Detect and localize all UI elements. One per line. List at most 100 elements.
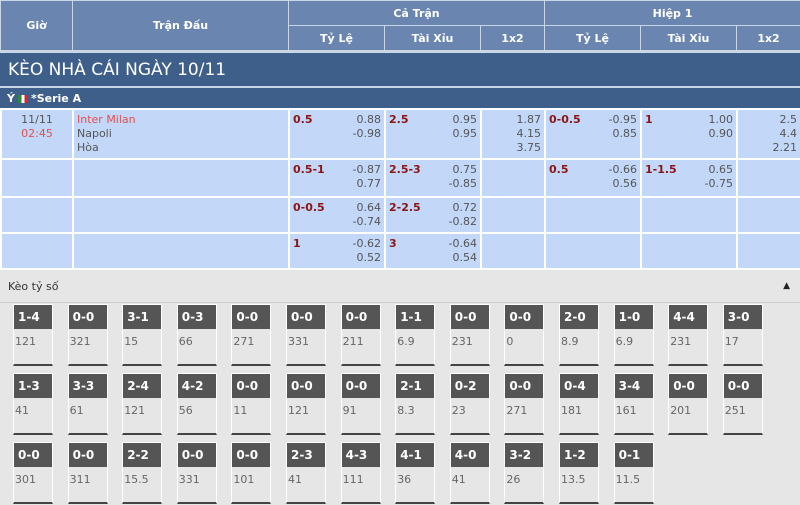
score-tile[interactable]: 0-0 0 — [504, 304, 545, 366]
score-tile[interactable]: 4-1 36 — [395, 442, 436, 504]
league-row[interactable]: Ý *Serie A — [0, 86, 800, 108]
odds-value[interactable]: -0.66 — [608, 163, 637, 176]
score-tile[interactable]: 2-2 15.5 — [122, 442, 163, 504]
odds-value[interactable]: 0.56 — [612, 177, 638, 190]
odds-value[interactable]: -0.82 — [448, 215, 477, 228]
half-1x2-cell[interactable]: 2.5 4.4 2.21 — [736, 108, 800, 160]
score-tile[interactable]: 1-1 6.9 — [395, 304, 436, 366]
1x2-cell[interactable]: 1.87 4.15 3.75 — [480, 108, 546, 160]
score-tile[interactable]: 1-4 121 — [13, 304, 53, 366]
odds-value[interactable]: 0.77 — [356, 177, 382, 190]
score-tile[interactable]: 0-0 271 — [231, 304, 272, 366]
over-under-cell[interactable]: 3 -0.64 0.54 — [384, 232, 482, 270]
odds-value[interactable]: 0.85 — [612, 127, 638, 140]
odds-value[interactable]: 4.4 — [779, 127, 798, 140]
score-tile[interactable]: 4-0 41 — [449, 442, 490, 504]
handicap-cell[interactable]: 0.5 0.88 -0.98 — [288, 108, 386, 160]
score-tile[interactable]: 2-0 8.9 — [559, 304, 599, 366]
home-team[interactable]: Inter Milan — [77, 113, 136, 126]
score-tile[interactable]: 3-2 26 — [504, 442, 545, 504]
odds-value[interactable]: 3.75 — [516, 141, 542, 154]
half-1x2-cell[interactable] — [736, 158, 800, 198]
score-tile[interactable]: 0-0 301 — [13, 442, 53, 504]
score-tile[interactable]: 0-0 91 — [340, 373, 381, 435]
odds-value[interactable]: -0.64 — [448, 237, 477, 250]
over-under-cell[interactable]: 2.5 0.95 0.95 — [384, 108, 482, 160]
score-tile[interactable]: 0-0 121 — [286, 373, 326, 435]
odds-value[interactable]: -0.75 — [704, 177, 733, 190]
score-tile[interactable]: 1-2 13.5 — [559, 442, 599, 504]
score-tile[interactable]: 0-0 201 — [668, 373, 709, 435]
score-tile[interactable]: 0-3 66 — [176, 304, 217, 366]
odds-value[interactable]: -0.87 — [352, 163, 381, 176]
handicap-cell[interactable]: 0.5-1 -0.87 0.77 — [288, 158, 386, 198]
half-1x2-cell[interactable] — [736, 232, 800, 270]
score-tile[interactable]: 0-0 231 — [449, 304, 490, 366]
odds-value[interactable]: 2.5 — [779, 113, 798, 126]
odds-value[interactable]: 0.95 — [452, 113, 478, 126]
odds-value[interactable]: 0.88 — [356, 113, 382, 126]
score-tile[interactable]: 3-3 61 — [67, 373, 108, 435]
score-tile[interactable]: 1-3 41 — [13, 373, 53, 435]
handicap-cell[interactable]: 1 -0.62 0.52 — [288, 232, 386, 270]
score-tile[interactable]: 4-3 111 — [340, 442, 381, 504]
half-over-under-cell[interactable] — [640, 196, 738, 234]
odds-value[interactable]: 0.52 — [356, 251, 382, 264]
score-tile[interactable]: 4-2 56 — [176, 373, 217, 435]
away-team[interactable]: Napoli — [77, 127, 112, 140]
score-tile[interactable]: 0-0 101 — [231, 442, 272, 504]
odds-value[interactable]: 4.15 — [516, 127, 542, 140]
odds-value[interactable]: 1.87 — [516, 113, 542, 126]
score-tile[interactable]: 0-0 311 — [67, 442, 108, 504]
score-tile[interactable]: 4-4 231 — [668, 304, 709, 366]
odds-value[interactable]: -0.95 — [608, 113, 637, 126]
score-tile[interactable]: 0-0 331 — [176, 442, 217, 504]
half-over-under-cell[interactable]: 1-1.5 0.65 -0.75 — [640, 158, 738, 198]
score-tile[interactable]: 0-2 23 — [449, 373, 490, 435]
score-tile[interactable]: 0-0 271 — [504, 373, 545, 435]
half-over-under-cell[interactable] — [640, 232, 738, 270]
score-tile[interactable]: 0-0 11 — [231, 373, 272, 435]
half-1x2-cell[interactable] — [736, 196, 800, 234]
1x2-cell[interactable] — [480, 196, 546, 234]
correct-score-header[interactable]: Kèo tỷ số ▲ — [0, 270, 800, 303]
odds-value[interactable]: -0.98 — [352, 127, 381, 140]
half-handicap-cell[interactable]: 0-0.5 -0.95 0.85 — [544, 108, 642, 160]
odds-value[interactable]: 0.95 — [452, 127, 478, 140]
odds-value[interactable]: 0.54 — [452, 251, 478, 264]
1x2-cell[interactable] — [480, 232, 546, 270]
odds-value[interactable]: 0.90 — [708, 127, 734, 140]
odds-value[interactable]: -0.85 — [448, 177, 477, 190]
odds-value[interactable]: 0.72 — [452, 201, 478, 214]
odds-value[interactable]: 0.75 — [452, 163, 478, 176]
score-tile[interactable]: 0-4 181 — [559, 373, 599, 435]
score-tile[interactable]: 0-1 11.5 — [613, 442, 654, 504]
score-tile[interactable]: 2-4 121 — [122, 373, 163, 435]
score-tile[interactable]: 3-4 161 — [613, 373, 654, 435]
score-tile[interactable]: 2-3 41 — [286, 442, 326, 504]
score-tile[interactable]: 1-0 6.9 — [613, 304, 654, 366]
half-handicap-cell[interactable] — [544, 232, 642, 270]
odds-value[interactable]: -0.74 — [352, 215, 381, 228]
collapse-arrow-icon[interactable]: ▲ — [783, 281, 790, 291]
half-handicap-cell[interactable]: 0.5 -0.66 0.56 — [544, 158, 642, 198]
score-tile[interactable]: 0-0 321 — [67, 304, 108, 366]
score-tile[interactable]: 2-1 8.3 — [395, 373, 436, 435]
odds-value[interactable]: 0.65 — [708, 163, 734, 176]
half-over-under-cell[interactable]: 1 1.00 0.90 — [640, 108, 738, 160]
score-tile[interactable]: 3-1 15 — [122, 304, 163, 366]
handicap-cell[interactable]: 0-0.5 0.64 -0.74 — [288, 196, 386, 234]
odds-value[interactable]: -0.62 — [352, 237, 381, 250]
odds-value[interactable]: 1.00 — [708, 113, 734, 126]
odds-value[interactable]: 2.21 — [772, 141, 798, 154]
score-label: 2-0 — [560, 305, 598, 329]
over-under-cell[interactable]: 2.5-3 0.75 -0.85 — [384, 158, 482, 198]
score-tile[interactable]: 0-0 251 — [722, 373, 763, 435]
odds-value[interactable]: 0.64 — [356, 201, 382, 214]
score-tile[interactable]: 3-0 17 — [722, 304, 763, 366]
over-under-cell[interactable]: 2-2.5 0.72 -0.82 — [384, 196, 482, 234]
half-handicap-cell[interactable] — [544, 196, 642, 234]
1x2-cell[interactable] — [480, 158, 546, 198]
score-tile[interactable]: 0-0 331 — [286, 304, 326, 366]
score-tile[interactable]: 0-0 211 — [340, 304, 381, 366]
